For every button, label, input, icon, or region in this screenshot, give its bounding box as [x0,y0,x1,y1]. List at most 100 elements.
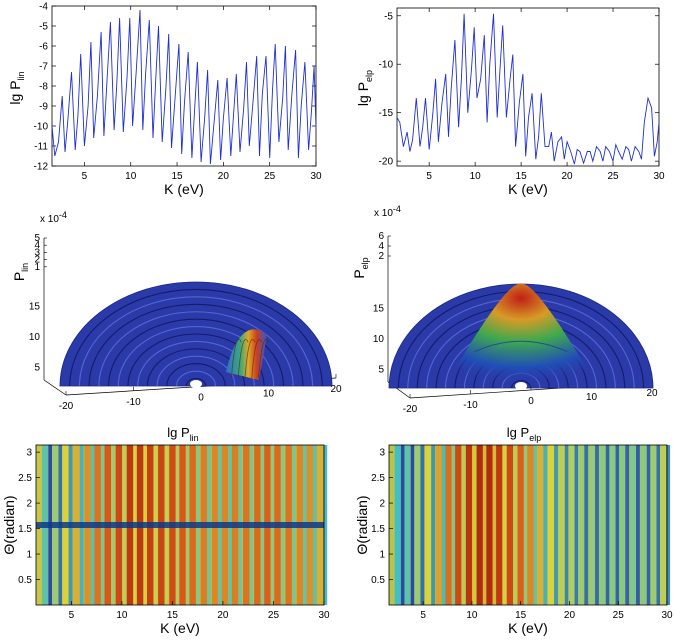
y-tick-label: -7 [39,62,48,73]
panel-b-y-ticks: -5 -10 -15 -20 [379,11,659,168]
heatmap-stripe-trough [523,445,528,605]
x-tick-label: 20 [218,171,230,182]
panel-a-x-axis-label: K (eV) [164,181,204,197]
heatmap-stripe [629,445,637,605]
panel-b-y-axis-label: lg Pelp [355,70,374,106]
heatmap-stripe [486,445,493,605]
heatmap-stripe-trough [492,445,497,605]
y-tick-label: -4 [39,2,48,13]
heatmap-stripe-trough [513,445,517,605]
surface-peak-ridge [225,329,267,380]
panel-a-x-ticks: 5 10 15 20 25 30 [82,6,322,182]
y-tick-label: -11 [34,142,48,153]
z-tick-label: 4 [34,240,40,251]
x-tick-label: 0 [198,393,204,404]
x-tick-label: 10 [470,171,482,182]
surface-peak-mound [448,283,594,380]
surface-ring [166,363,226,387]
panel-e-y-ticks: 0.5 1 1.5 2 2.5 3 [18,448,40,586]
heatmap-stripe [578,445,585,605]
y-tick-label: 15 [373,303,385,314]
z-tick-label: 2 [378,251,384,262]
heatmap-stripe-trough [584,445,589,605]
heatmap-stripe-trough [431,445,436,605]
x-tick-label: 5 [82,171,88,182]
heatmap-stripe [517,445,524,605]
heatmap-stripe [588,445,596,605]
heatmap-stripe [537,445,544,605]
y-tick-label: -10 [379,60,394,71]
z-tick-label: 5 [34,233,40,244]
x-tick-label: 25 [613,610,625,621]
x-tick-label: -10 [463,400,478,411]
heatmap-stripe-trough [441,445,446,605]
panel-f-y-axis-label: Θ(radian) [354,495,370,554]
heatmap-stripe-trough [420,445,425,605]
panel-a-y-axis-label: lg Plin [7,71,26,104]
x-tick-label: 10 [586,392,598,403]
panel-b-x-ticks: 5 10 15 20 25 30 [426,8,665,182]
x-tick-label: 5 [426,171,432,182]
x-tick-label: 25 [264,171,276,182]
heatmap-stripe [404,445,411,605]
y-tick-label: 2.5 [18,473,32,484]
heatmap-stripe [496,445,503,605]
y-tick-label: -10 [34,122,49,133]
heatmap-stripe [609,445,616,605]
y-tick-label: -6 [39,42,48,53]
heatmap-stripe-trough [451,445,456,605]
x-tick-label: 20 [564,610,576,621]
heatmap-stripe-trough [400,445,405,605]
heatmap-stripe-trough [646,445,651,605]
surface-ring [117,326,275,387]
x-tick-label: 25 [607,171,619,182]
z-tick-label: 6 [378,231,384,242]
heatmap-stripe-trough [636,445,640,605]
x-tick-label: 0 [528,396,534,407]
panel-e-title: lg Plin [167,425,198,443]
surface-ridge-line [237,339,249,379]
panel-b-plot-frame [396,7,660,167]
surface-ridge-line [258,339,269,379]
heatmap-stripe-trough [543,445,548,605]
x-tick-label: -20 [59,401,74,412]
x-tick-label: 30 [661,610,673,621]
y-tick-label: -20 [379,157,394,168]
z-tick-label: 1 [34,262,40,273]
x-tick-label: 10 [125,171,137,182]
heatmap-stripe [640,445,647,605]
panel-e-y-axis-label: Θ(radian) [1,495,17,554]
panel-f-heatmap: lg Pelp 0.511.522.53 5 10 15 20 25 30 K (eV) … [354,425,673,636]
surface-ridge-line [251,339,263,379]
y-tick-label: -8 [39,82,48,93]
x-tick-label: 30 [318,610,330,621]
y-tick-label: 10 [373,334,385,345]
heatmap-stripe [547,445,555,605]
y-tick-label: 1.5 [18,524,32,535]
z-tick-label: 2 [34,255,40,266]
y-tick-label: 3 [379,448,385,459]
panel-c-y-axis [43,379,67,396]
panel-b-series-line [396,13,660,165]
y-tick-label: 5 [378,364,384,375]
x-tick-label: 20 [217,610,229,621]
panel-d-z-axis-label: Pelp [351,257,370,278]
heatmap-stripe [455,445,462,605]
y-tick-label: 0.5 [371,575,385,586]
x-tick-label: 10 [466,610,478,621]
surface-ring [176,370,216,387]
surface-ring [185,378,207,387]
heatmap-stripe-trough [666,445,671,605]
panel-f-y-ticks: 0.5 1 1.5 2 2.5 3 [371,448,393,586]
y-tick-label: -5 [39,22,48,33]
surface-ring [88,303,304,387]
y-tick-label: -15 [379,108,394,119]
heatmap-stripe [527,445,534,605]
panel-b-line-chart: -5 -10 -15 -20 5 10 15 20 25 30 K (eV) lg Pelp [355,7,665,197]
y-tick-label: -9 [39,102,48,113]
panel-c-y-ticks: 5 10 15 [29,301,41,373]
surface-mound-contour [474,340,568,353]
